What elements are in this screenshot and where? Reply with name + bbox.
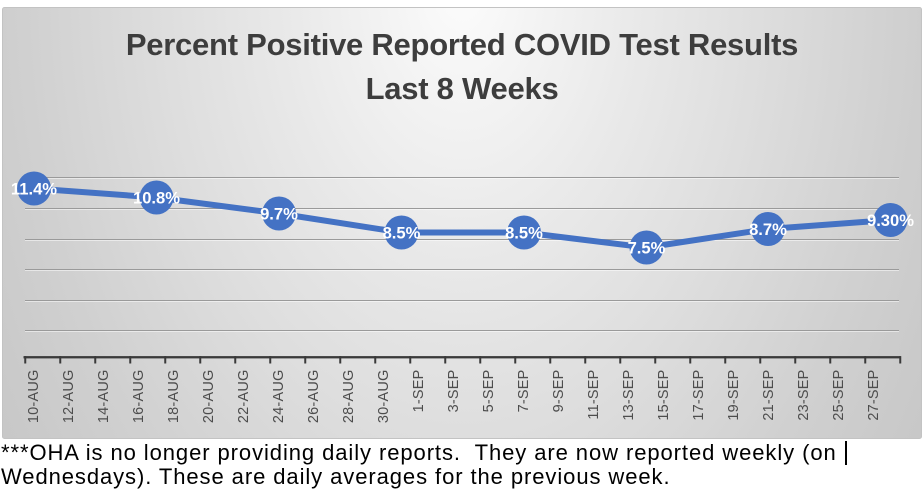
svg-text:26-AUG: 26-AUG bbox=[306, 370, 322, 424]
svg-text:16-AUG: 16-AUG bbox=[131, 370, 147, 424]
svg-text:23-SEP: 23-SEP bbox=[796, 370, 812, 421]
svg-text:5-SEP: 5-SEP bbox=[481, 370, 497, 413]
svg-text:17-SEP: 17-SEP bbox=[691, 370, 707, 421]
svg-text:9.7%: 9.7% bbox=[260, 205, 298, 224]
svg-text:13-SEP: 13-SEP bbox=[621, 370, 637, 421]
svg-text:9.30%: 9.30% bbox=[867, 211, 914, 230]
svg-text:7-SEP: 7-SEP bbox=[516, 370, 532, 413]
svg-text:30-AUG: 30-AUG bbox=[376, 370, 392, 424]
svg-text:10.8%: 10.8% bbox=[133, 189, 180, 208]
svg-text:19-SEP: 19-SEP bbox=[726, 370, 742, 421]
svg-text:28-AUG: 28-AUG bbox=[341, 370, 357, 424]
svg-text:9-SEP: 9-SEP bbox=[551, 370, 567, 413]
svg-text:10-AUG: 10-AUG bbox=[26, 370, 42, 424]
svg-text:3-SEP: 3-SEP bbox=[446, 370, 462, 413]
svg-text:7.5%: 7.5% bbox=[628, 239, 666, 258]
svg-text:25-SEP: 25-SEP bbox=[831, 370, 847, 421]
svg-text:11-SEP: 11-SEP bbox=[586, 370, 602, 420]
svg-text:8.5%: 8.5% bbox=[383, 224, 421, 243]
svg-text:14-AUG: 14-AUG bbox=[96, 370, 112, 424]
svg-text:15-SEP: 15-SEP bbox=[656, 370, 672, 421]
svg-text:22-AUG: 22-AUG bbox=[236, 370, 252, 424]
svg-text:21-SEP: 21-SEP bbox=[761, 370, 777, 421]
svg-text:11.4%: 11.4% bbox=[11, 180, 57, 199]
svg-text:12-AUG: 12-AUG bbox=[61, 370, 77, 424]
svg-text:27-SEP: 27-SEP bbox=[866, 370, 882, 421]
svg-text:1-SEP: 1-SEP bbox=[411, 370, 427, 413]
svg-text:8.7%: 8.7% bbox=[749, 220, 787, 239]
svg-text:24-AUG: 24-AUG bbox=[271, 370, 287, 424]
svg-text:18-AUG: 18-AUG bbox=[166, 370, 182, 424]
svg-text:8.5%: 8.5% bbox=[505, 224, 543, 243]
svg-text:20-AUG: 20-AUG bbox=[201, 370, 217, 424]
